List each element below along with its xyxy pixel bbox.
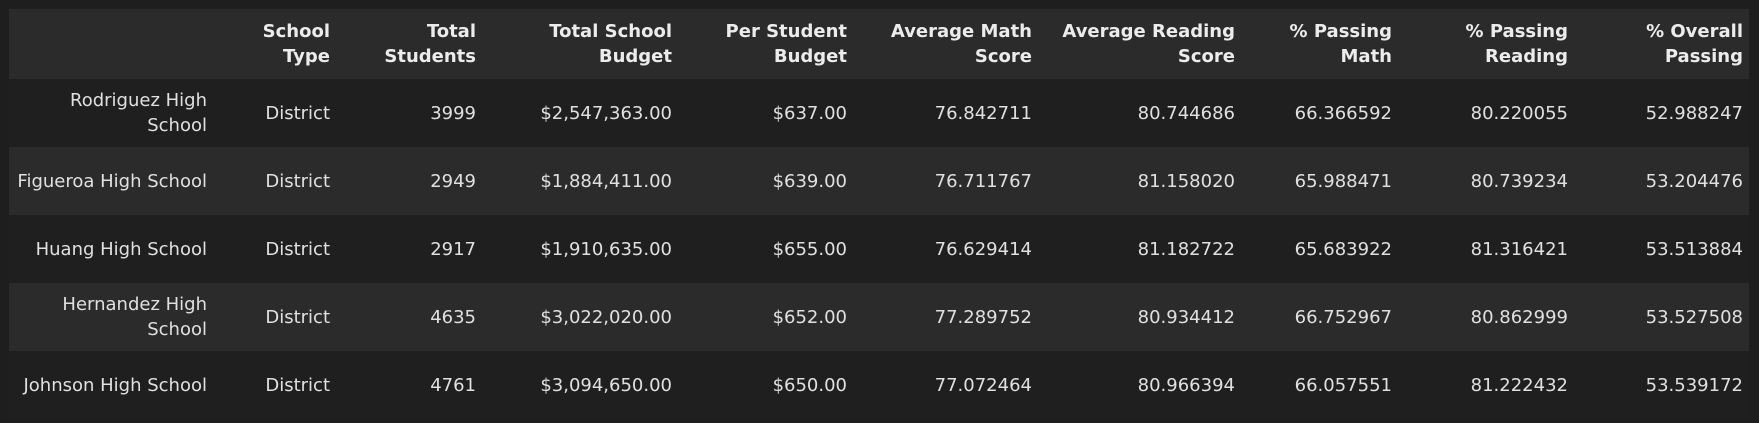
cell-pct-reading: 81.316421 — [1470, 238, 1568, 260]
cell-per-student-budget: $637.00 — [772, 102, 847, 124]
cell-pct-overall: 52.988247 — [1645, 102, 1743, 124]
column-header-school-type: School Type — [262, 21, 330, 67]
dataframe-output: School Type Total Students Total School Bu… — [9, 9, 1749, 419]
cell-avg-reading: 81.158020 — [1137, 170, 1235, 192]
column-header-total-budget: Total School Budget — [549, 21, 672, 67]
cell-total-budget: $3,022,020.00 — [540, 306, 672, 328]
cell-avg-reading: 81.182722 — [1137, 238, 1235, 260]
column-header-avg-math: Average Math Score — [890, 21, 1032, 67]
table-row: Huang High School District 2917 $1,910,635.… — [9, 215, 1749, 283]
table-row: Figueroa High School District 2949 $1,884,4… — [9, 147, 1749, 215]
index-header — [9, 9, 213, 79]
cell-total-students: 3999 — [430, 102, 476, 124]
cell-avg-reading: 80.744686 — [1137, 102, 1235, 124]
row-index-school-name: Hernandez High School — [62, 294, 207, 340]
cell-total-budget: $1,884,411.00 — [540, 170, 672, 192]
cell-per-student-budget: $655.00 — [772, 238, 847, 260]
cell-pct-reading: 80.220055 — [1470, 102, 1568, 124]
table-body: Rodriguez High School District 3999 $2,547,… — [9, 79, 1749, 419]
cell-avg-math: 76.629414 — [934, 238, 1032, 260]
cell-pct-overall: 53.527508 — [1645, 306, 1743, 328]
header-row: School Type Total Students Total School Bu… — [9, 9, 1749, 79]
cell-avg-math: 77.072464 — [934, 374, 1032, 396]
row-index-school-name: Figueroa High School — [17, 170, 207, 192]
cell-pct-math: 66.366592 — [1294, 102, 1392, 124]
column-header-avg-reading: Average Reading Score — [1062, 21, 1235, 67]
cell-school-type: District — [265, 374, 330, 396]
table-row: Johnson High School District 4761 $3,094,65… — [9, 351, 1749, 419]
cell-school-type: District — [265, 306, 330, 328]
column-header-per-student-budget: Per Student Budget — [725, 21, 847, 67]
column-header-pct-math: % Passing Math — [1289, 21, 1392, 67]
cell-total-budget: $2,547,363.00 — [540, 102, 672, 124]
table-header: School Type Total Students Total School Bu… — [9, 9, 1749, 79]
cell-total-budget: $1,910,635.00 — [540, 238, 672, 260]
cell-total-students: 4635 — [430, 306, 476, 328]
table-row: Hernandez High School District 4635 $3,022,… — [9, 283, 1749, 351]
cell-pct-math: 65.683922 — [1294, 238, 1392, 260]
cell-pct-reading: 81.222432 — [1470, 374, 1568, 396]
cell-per-student-budget: $650.00 — [772, 374, 847, 396]
cell-per-student-budget: $639.00 — [772, 170, 847, 192]
cell-pct-math: 66.057551 — [1294, 374, 1392, 396]
cell-pct-math: 65.988471 — [1294, 170, 1392, 192]
row-index-school-name: Rodriguez High School — [70, 90, 207, 136]
row-index-school-name: Johnson High School — [23, 374, 207, 396]
cell-total-budget: $3,094,650.00 — [540, 374, 672, 396]
cell-avg-reading: 80.966394 — [1137, 374, 1235, 396]
cell-per-student-budget: $652.00 — [772, 306, 847, 328]
cell-avg-math: 76.711767 — [934, 170, 1032, 192]
table-row: Rodriguez High School District 3999 $2,547,… — [9, 79, 1749, 147]
cell-avg-math: 77.289752 — [934, 306, 1032, 328]
cell-school-type: District — [265, 102, 330, 124]
cell-total-students: 2917 — [430, 238, 476, 260]
cell-pct-overall: 53.513884 — [1645, 238, 1743, 260]
cell-total-students: 4761 — [430, 374, 476, 396]
cell-school-type: District — [265, 238, 330, 260]
column-header-pct-reading: % Passing Reading — [1465, 21, 1568, 67]
cell-avg-math: 76.842711 — [934, 102, 1032, 124]
cell-pct-reading: 80.862999 — [1470, 306, 1568, 328]
cell-pct-overall: 53.204476 — [1645, 170, 1743, 192]
column-header-pct-overall: % Overall Passing — [1646, 21, 1743, 67]
cell-school-type: District — [265, 170, 330, 192]
cell-pct-overall: 53.539172 — [1645, 374, 1743, 396]
row-index-school-name: Huang High School — [35, 238, 207, 260]
school-summary-table: School Type Total Students Total School Bu… — [9, 9, 1749, 419]
cell-pct-math: 66.752967 — [1294, 306, 1392, 328]
column-header-total-students: Total Students — [384, 21, 476, 67]
cell-total-students: 2949 — [430, 170, 476, 192]
cell-avg-reading: 80.934412 — [1137, 306, 1235, 328]
cell-pct-reading: 80.739234 — [1470, 170, 1568, 192]
